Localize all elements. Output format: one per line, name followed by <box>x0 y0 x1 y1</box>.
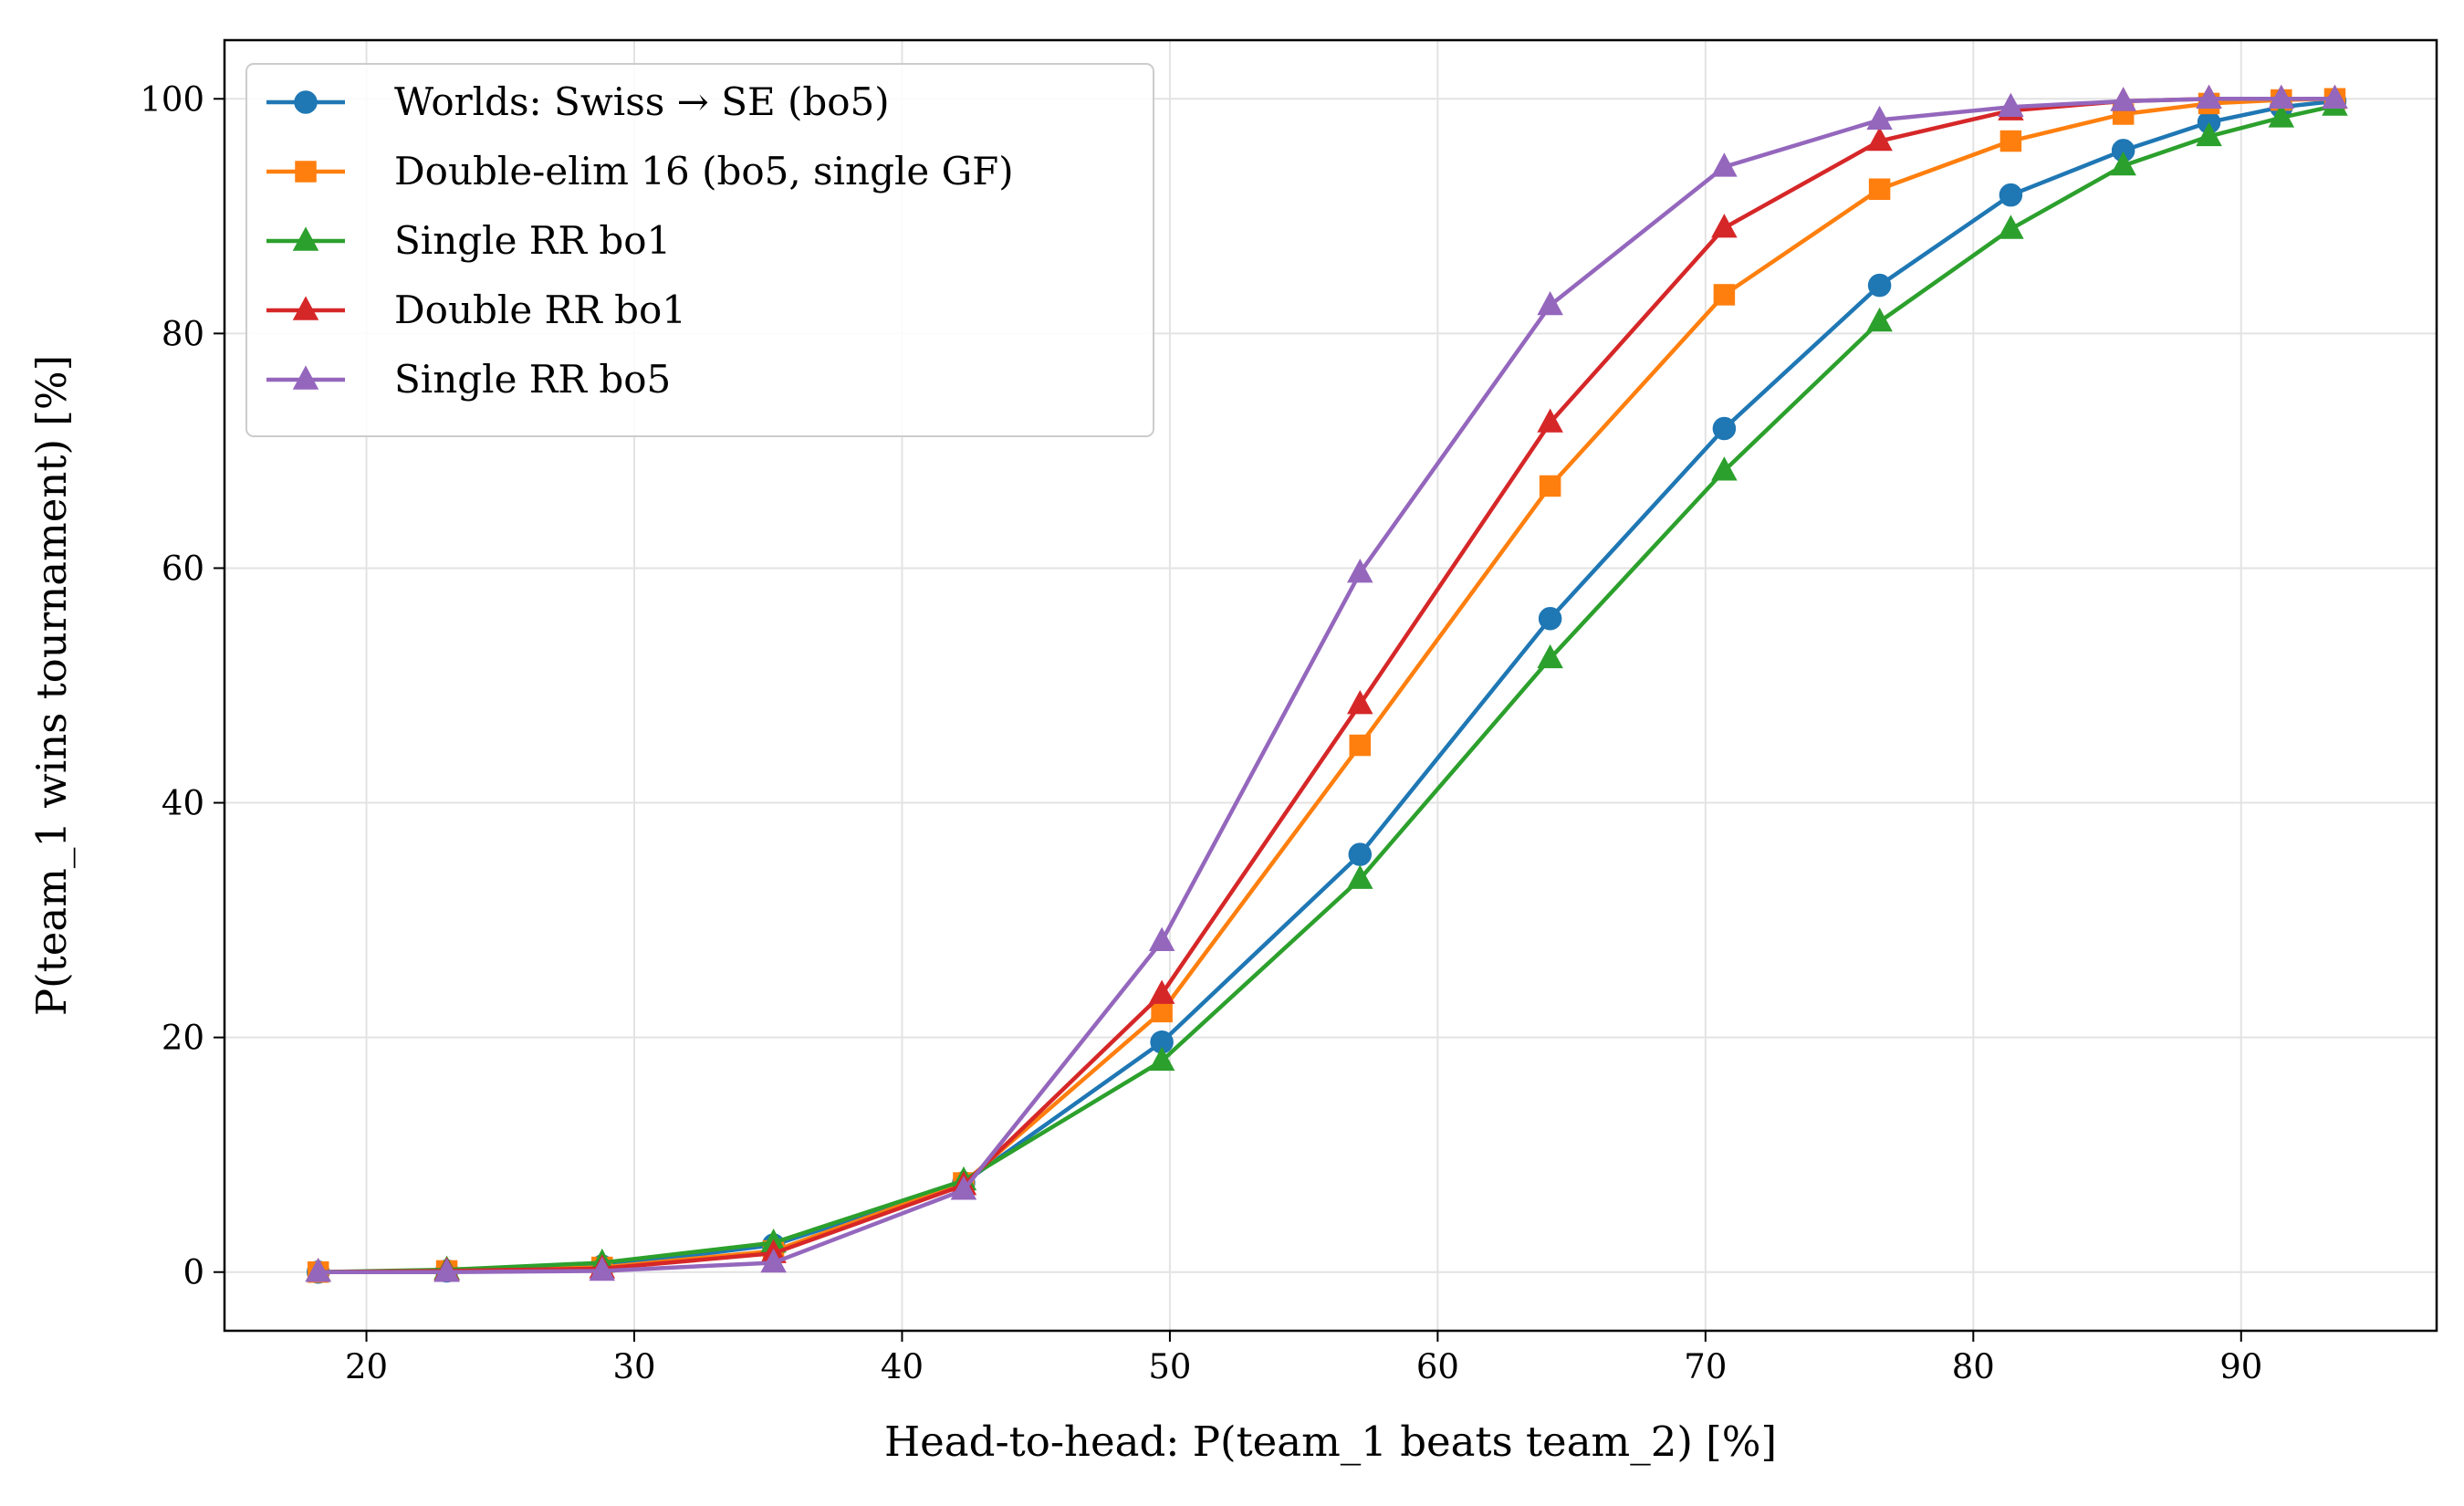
legend-marker <box>294 90 318 114</box>
series-single-rr-bo1 <box>305 91 2348 1282</box>
data-point <box>305 1258 331 1282</box>
data-point <box>1347 864 1373 889</box>
data-point <box>1347 689 1373 715</box>
data-point <box>1148 1046 1175 1072</box>
legend-item: Double-elim 16 (bo5, single GF) <box>266 149 1014 193</box>
data-point <box>1998 214 2024 239</box>
data-point <box>433 1258 460 1282</box>
legend-box <box>245 63 1154 437</box>
legend-marker <box>295 161 317 183</box>
x-tick-label: 30 <box>612 1347 655 1386</box>
legend-item: Worlds: Swiss → SE (bo5) <box>266 79 890 124</box>
series-single-rr-bo5 <box>305 84 2348 1282</box>
y-tick-label: 100 <box>140 79 204 119</box>
x-tick-label: 50 <box>1148 1347 1191 1386</box>
data-point <box>1998 92 2024 118</box>
data-point <box>1347 559 1373 583</box>
data-point <box>2268 84 2295 110</box>
data-point <box>1148 979 1175 1004</box>
data-point <box>1866 126 1893 152</box>
data-point <box>1148 926 1175 951</box>
data-point <box>1537 290 1563 316</box>
legend-item: Single RR bo5 <box>266 357 671 402</box>
data-point <box>1348 842 1373 866</box>
data-point <box>1711 214 1738 238</box>
legend-label: Single RR bo5 <box>394 357 671 402</box>
data-point <box>1999 130 2022 152</box>
data-point <box>1999 183 2023 207</box>
x-axis-title: Head-to-head: P(team_1 beats team_2) [%] <box>884 1417 1777 1466</box>
data-point <box>2268 103 2295 128</box>
data-point <box>1151 1000 1173 1023</box>
y-tick-label: 80 <box>162 314 204 353</box>
data-point <box>1537 408 1563 433</box>
data-point <box>1713 284 1736 306</box>
legend-marker <box>292 296 319 320</box>
legend-label: Double-elim 16 (bo5, single GF) <box>394 149 1014 193</box>
data-point <box>1711 152 1738 177</box>
x-tick-label: 40 <box>881 1347 924 1386</box>
axis-ticks: 20 30 40 50 60 70 80 90 0 20 40 60 80 100 <box>140 79 2262 1386</box>
data-point <box>2196 84 2222 110</box>
y-tick-label: 60 <box>162 549 204 588</box>
data-point <box>1349 734 1372 757</box>
data-point <box>1711 456 1738 481</box>
legend-label: Worlds: Swiss → SE (bo5) <box>394 79 890 124</box>
legend-label: Double RR bo1 <box>394 288 686 332</box>
legend-item: Double RR bo1 <box>266 288 686 332</box>
legend-marker <box>292 226 319 251</box>
data-point <box>1866 307 1893 332</box>
data-point <box>2322 84 2348 110</box>
data-point <box>2196 121 2222 147</box>
plot-frame <box>223 38 2438 1333</box>
data-point <box>1868 178 1891 201</box>
data-point <box>760 1248 787 1273</box>
legend-label: Single RR bo1 <box>394 218 671 263</box>
data-point <box>1712 416 1737 441</box>
data-point <box>1538 606 1562 631</box>
data-point <box>1867 273 1892 298</box>
y-tick-label: 20 <box>162 1019 204 1058</box>
data-point <box>950 1176 977 1200</box>
data-point <box>1537 643 1563 669</box>
x-tick-label: 80 <box>1952 1347 1995 1386</box>
legend: Worlds: Swiss → SE (bo5) Double-elim 16 (… <box>245 63 1154 437</box>
x-tick-label: 90 <box>2219 1347 2262 1386</box>
data-point <box>2110 87 2136 111</box>
data-point <box>1539 475 1561 497</box>
y-axis-title: P(team_1 wins tournament) [%] <box>27 355 76 1016</box>
x-tick-label: 60 <box>1416 1347 1459 1386</box>
y-tick-label: 0 <box>183 1253 204 1292</box>
data-point <box>2110 151 2136 176</box>
y-tick-label: 40 <box>162 784 204 823</box>
series-layer <box>305 84 2348 1284</box>
grid <box>224 40 2437 1331</box>
x-tick-label: 20 <box>345 1347 388 1386</box>
legend-item: Single RR bo1 <box>266 218 671 263</box>
legend-marker <box>292 365 319 390</box>
x-tick-label: 70 <box>1684 1347 1727 1386</box>
data-point <box>589 1256 616 1281</box>
data-point <box>1866 105 1893 131</box>
